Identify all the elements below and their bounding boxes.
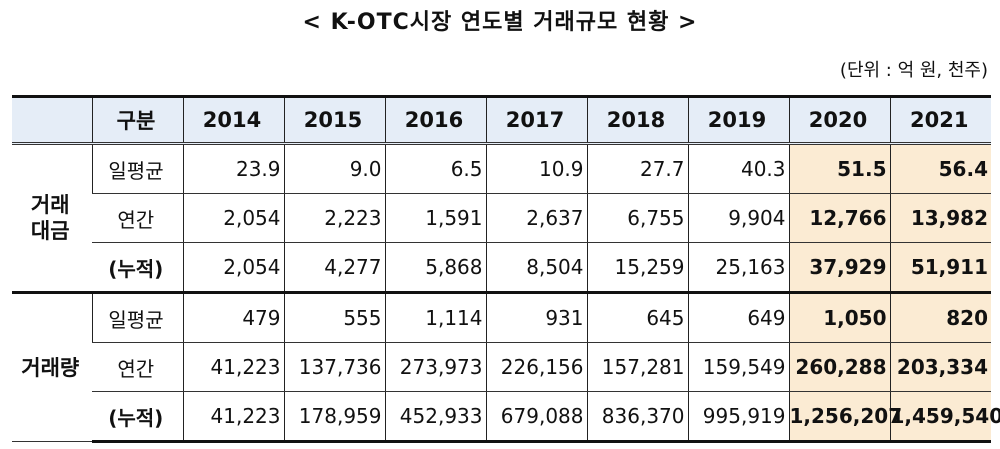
cell-value: 931 bbox=[485, 291, 587, 343]
cell-value: 15,259 bbox=[586, 242, 688, 293]
header-category: 구분 bbox=[91, 95, 183, 145]
header-blank bbox=[12, 95, 92, 145]
cell-value: 4,277 bbox=[283, 242, 385, 293]
group-label: 거래 대금 bbox=[12, 143, 92, 293]
group-label: 거래량 bbox=[12, 291, 92, 442]
cell-value: 1,256,207 bbox=[788, 391, 902, 443]
row-label: 일평균 bbox=[91, 143, 183, 194]
cell-value: 260,288 bbox=[788, 342, 890, 392]
header-year: 2016 bbox=[384, 95, 486, 145]
cell-value: 452,933 bbox=[384, 391, 486, 443]
cell-value: 37,929 bbox=[788, 242, 890, 293]
header-year: 2020 bbox=[788, 95, 890, 145]
cell-value: 41,223 bbox=[182, 391, 284, 443]
row-label: 일평균 bbox=[91, 291, 183, 343]
cell-value: 6.5 bbox=[384, 143, 486, 194]
cell-value: 178,959 bbox=[283, 391, 385, 443]
cell-value: 479 bbox=[182, 291, 284, 343]
table-row: 거래량 일평균 479 555 1,114 931 645 649 1,050 820 bbox=[12, 291, 991, 442]
cell-value: 5,868 bbox=[384, 242, 486, 293]
cell-value: 51.5 bbox=[788, 143, 890, 194]
table-row: 거래 대금 일평균 23.9 9.0 6.5 10.9 27.7 40.3 51.5 56.4 bbox=[12, 143, 991, 293]
cell-value: 12,766 bbox=[788, 193, 890, 243]
cell-value: 273,973 bbox=[384, 342, 486, 392]
trading-volume-table: 구분 2014 2015 2016 2017 2018 2019 2020 2021 거래 대금… bbox=[12, 95, 1000, 443]
cell-value: 1,114 bbox=[384, 291, 486, 343]
cell-value: 2,054 bbox=[182, 242, 284, 293]
cell-value: 137,736 bbox=[283, 342, 385, 392]
unit-note: (단위 : 억 원, 천주) bbox=[839, 60, 988, 81]
header-year: 2015 bbox=[283, 95, 385, 145]
cell-value: 27.7 bbox=[586, 143, 688, 194]
cell-value: 41,223 bbox=[182, 342, 284, 392]
cell-value: 820 bbox=[889, 291, 991, 343]
cell-value: 226,156 bbox=[485, 342, 587, 392]
cell-value: 2,223 bbox=[283, 193, 385, 243]
cell-value: 555 bbox=[283, 291, 385, 343]
header-row: 구분 2014 2015 2016 2017 2018 2019 2020 2021 bbox=[12, 95, 991, 145]
table-row: 연간 41,223 137,736 273,973 226,156 157,281 159,… bbox=[12, 342, 991, 392]
cell-value: 13,982 bbox=[889, 193, 991, 243]
header-year: 2021 bbox=[889, 95, 991, 145]
cell-value: 6,755 bbox=[586, 193, 688, 243]
header-year: 2019 bbox=[687, 95, 789, 145]
cell-value: 25,163 bbox=[687, 242, 789, 293]
cell-value: 2,054 bbox=[182, 193, 284, 243]
cell-value: 836,370 bbox=[586, 391, 688, 443]
cell-value: 51,911 bbox=[889, 242, 991, 293]
header-year: 2014 bbox=[182, 95, 284, 145]
table-row: (누적) 2,054 4,277 5,868 8,504 15,259 25,163 37,9… bbox=[12, 242, 991, 293]
cell-value: 203,334 bbox=[889, 342, 991, 392]
row-label: (누적) bbox=[92, 391, 183, 443]
cell-value: 1,459,540 bbox=[889, 391, 1000, 443]
table-row: 연간 2,054 2,223 1,591 2,637 6,755 9,904 12,766 13… bbox=[12, 193, 991, 243]
cell-value: 56.4 bbox=[889, 143, 991, 194]
cell-value: 23.9 bbox=[182, 143, 284, 194]
row-label: 연간 bbox=[92, 342, 183, 392]
cell-value: 159,549 bbox=[687, 342, 789, 392]
row-label: 연간 bbox=[92, 193, 183, 243]
cell-value: 645 bbox=[586, 291, 688, 343]
cell-value: 10.9 bbox=[485, 143, 587, 194]
cell-value: 157,281 bbox=[586, 342, 688, 392]
cell-value: 2,637 bbox=[485, 193, 587, 243]
cell-value: 679,088 bbox=[485, 391, 587, 443]
header-year: 2018 bbox=[586, 95, 688, 145]
cell-value: 995,919 bbox=[687, 391, 789, 443]
cell-value: 649 bbox=[687, 291, 789, 343]
cell-value: 9.0 bbox=[283, 143, 385, 194]
table-row: (누적) 41,223 178,959 452,933 679,088 836,370 99… bbox=[12, 391, 1000, 443]
header-year: 2017 bbox=[485, 95, 587, 145]
cell-value: 9,904 bbox=[687, 193, 789, 243]
cell-value: 40.3 bbox=[687, 143, 789, 194]
cell-value: 8,504 bbox=[485, 242, 587, 293]
page-title: < K-OTC시장 연도별 거래규모 현황 > bbox=[302, 10, 698, 35]
cell-value: 1,591 bbox=[384, 193, 486, 243]
cell-value: 1,050 bbox=[788, 291, 890, 343]
row-label: (누적) bbox=[92, 242, 183, 293]
